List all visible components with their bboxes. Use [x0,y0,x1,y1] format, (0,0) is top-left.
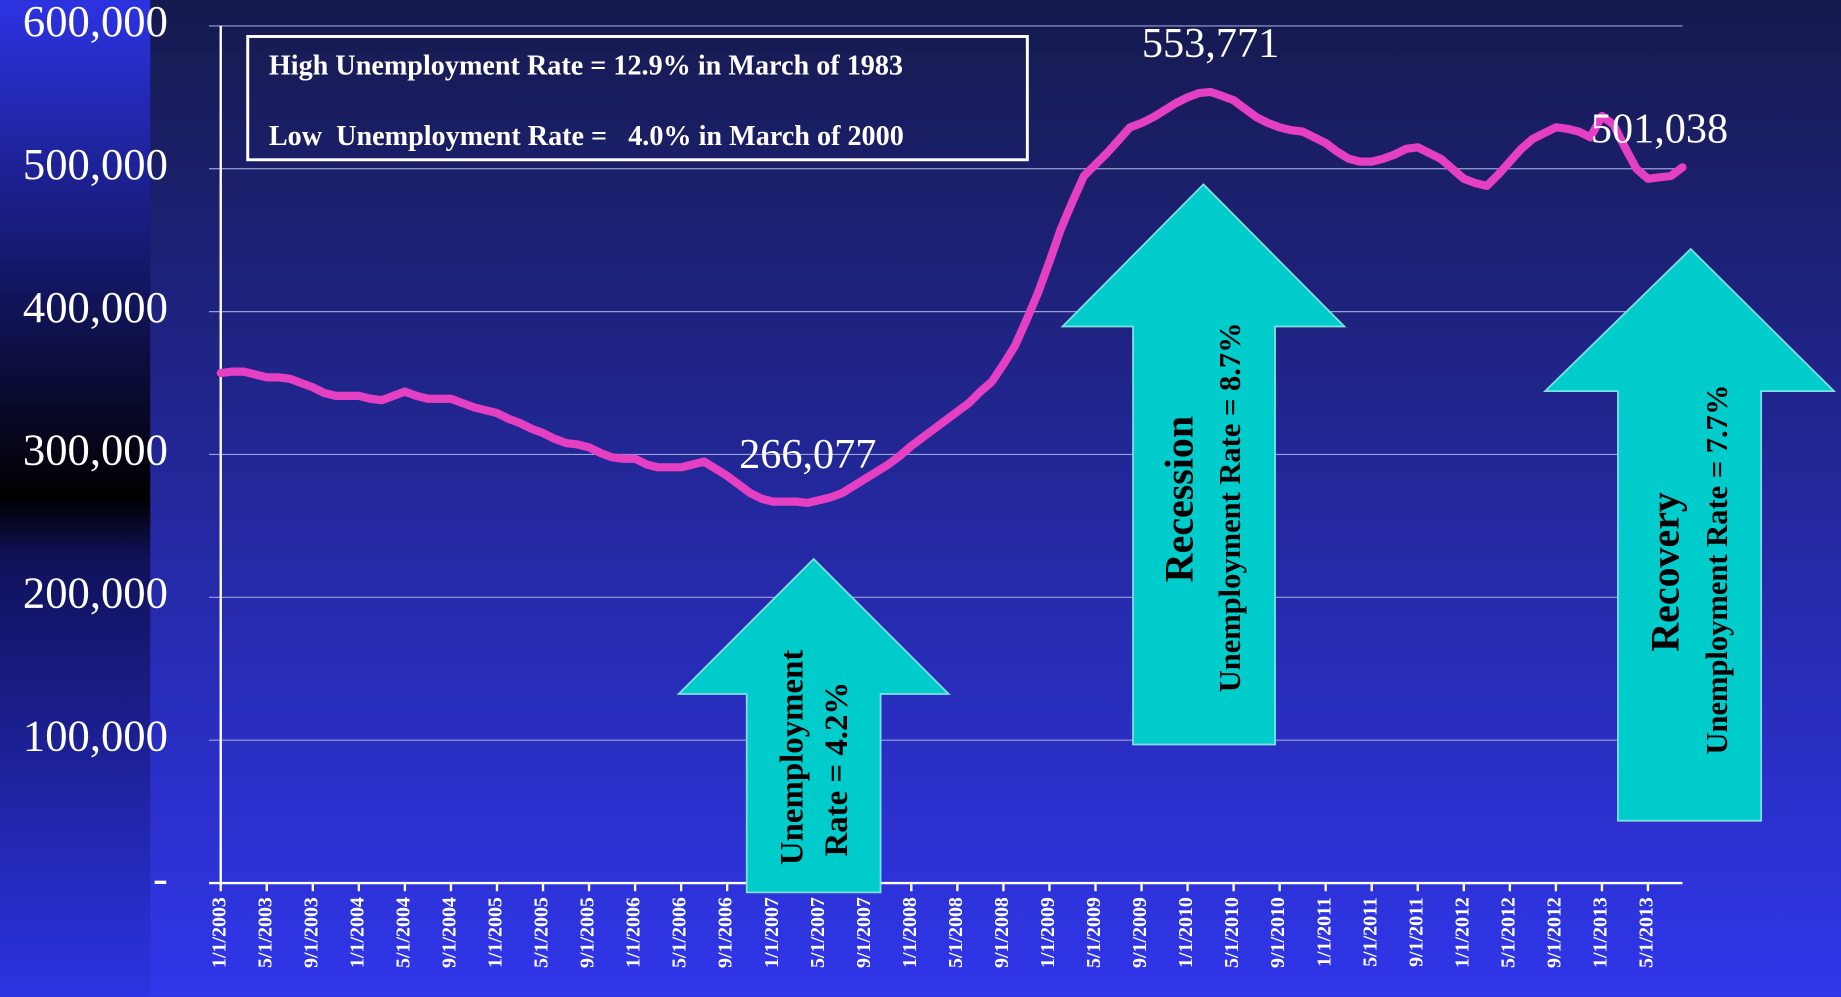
x-tick-label: 1/1/2003 [208,897,230,968]
arrow-label: Unemployment Rate = 8.7% [1213,322,1247,692]
x-tick-label: 5/1/2010 [1221,897,1243,968]
arrow-label: Unemployment [774,650,810,865]
x-tick-label: 1/1/2007 [761,897,783,968]
x-tick-label: 5/1/2009 [1083,897,1105,968]
arrow-label: Recovery [1643,492,1688,652]
x-tick-label: 1/1/2006 [623,897,645,968]
arrow: Unemployment Rate = 4.2% [676,557,951,894]
value-label: 266,077 [739,431,876,478]
arrow: Recession Unemployment Rate = 8.7% [1060,183,1347,746]
x-tick-label: 5/1/2011 [1359,897,1381,967]
x-tick-label: 1/1/2010 [1175,897,1197,968]
x-tick-label: 5/1/2003 [254,897,276,968]
x-tick-label: 1/1/2008 [899,897,921,968]
x-tick-label: 5/1/2008 [945,897,967,968]
x-tick-label: 1/1/2013 [1590,897,1612,968]
y-tick-label: - [153,853,168,903]
arrow-shape [1542,247,1837,822]
x-tick-label: 9/1/2005 [577,897,599,968]
data-line [216,87,1687,508]
x-tick-label: 1/1/2012 [1451,897,1473,968]
arrow-shape [676,557,951,894]
x-tick-label: 5/1/2012 [1497,897,1519,968]
box-line: High Unemployment Rate = 12.9% in March … [269,51,903,82]
x-tick-label: 1/1/2009 [1037,897,1059,968]
box-border [246,35,1029,162]
y-tick-label: 200,000 [23,568,168,618]
x-tick-label: 9/1/2011 [1405,897,1427,967]
x-tick-label: 5/1/2006 [669,897,691,968]
arrow-label: Rate = 4.2% [819,682,855,857]
x-tick-label: 9/1/2012 [1543,897,1565,968]
x-tick-label: 9/1/2008 [991,897,1013,968]
x-tick-label: 9/1/2007 [853,897,875,968]
y-tick-label: 600,000 [23,0,168,46]
x-tick-label: 9/1/2010 [1267,897,1289,968]
box-line: Low Unemployment Rate = 4.0% in March of… [269,121,904,152]
y-tick-label: 100,000 [23,710,168,760]
arrow-label: Recession [1157,416,1202,582]
x-tick-label: 9/1/2003 [300,897,322,968]
x-tick-label: 5/1/2004 [392,897,414,968]
arrow-label: Unemployment Rate = 7.7% [1700,385,1734,755]
x-tick-label: 1/1/2005 [485,897,507,968]
arrow: Recovery Unemployment Rate = 7.7% [1542,247,1837,822]
background-strip [0,0,151,997]
y-tick-label: 500,000 [23,139,168,189]
x-tick-label: 5/1/2005 [531,897,553,968]
value-label: 501,038 [1591,105,1728,152]
x-tick-label: 5/1/2007 [807,897,829,968]
x-tick-label: 1/1/2011 [1313,897,1335,967]
x-tick-label: 1/1/2004 [346,897,368,968]
x-tick-label: 9/1/2006 [715,897,737,968]
x-tick-label: 9/1/2004 [439,897,461,968]
value-label: 553,771 [1142,20,1279,67]
arrow-shape [1060,183,1347,746]
y-tick-label: 400,000 [23,282,168,332]
info-box: High Unemployment Rate = 12.9% in March … [246,35,1029,162]
x-tick-label: 5/1/2013 [1636,897,1658,968]
y-tick-label: 300,000 [23,425,168,475]
x-tick-label: 9/1/2009 [1129,897,1151,968]
